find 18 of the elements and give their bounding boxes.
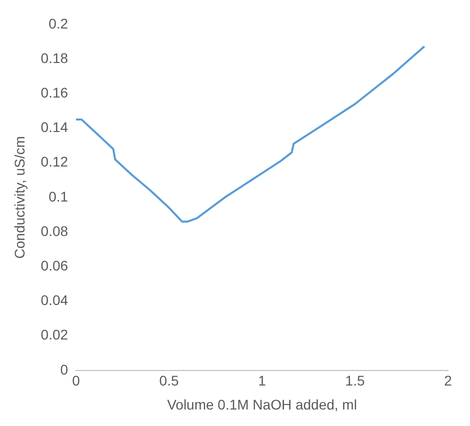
y-tick-label: 0.14 [40,119,68,136]
x-tick-label: 0.5 [159,372,179,389]
y-tick-label: 0.02 [40,326,68,343]
y-tick-label: 0 [60,361,68,378]
x-axis-title: Volume 0.1M NaOH added, ml [167,396,357,412]
y-tick-label: 0.18 [40,50,68,66]
y-tick-label: 0.04 [40,292,68,308]
x-tick-label: 2 [444,372,452,389]
x-tick-label: 1 [258,372,266,389]
y-tick-label: 0.12 [40,154,68,170]
y-axis-title: Conductivity, uS/cm [11,136,28,259]
y-tick-label: 0.2 [48,15,68,32]
x-tick-label: 0 [72,372,80,389]
y-tick-label: 0.16 [40,84,68,100]
y-tick-label: 0.06 [40,257,68,274]
y-tick-label: 0.08 [40,222,68,239]
y-tick-label: 0.1 [48,188,68,204]
x-tick-label: 1.5 [345,372,365,389]
